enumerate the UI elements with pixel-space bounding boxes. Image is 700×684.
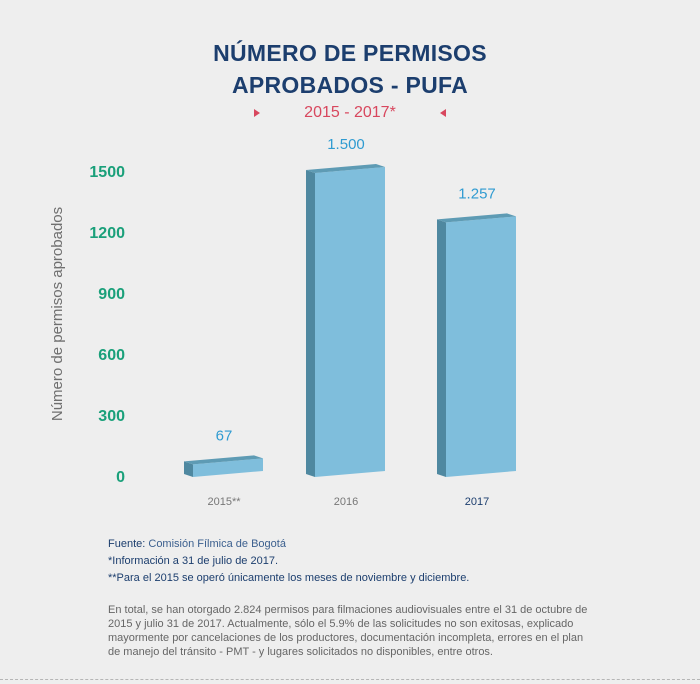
bar-chart: 0 300 600 900 1200 1500 Número de permisos apr… bbox=[49, 136, 516, 508]
y-tick-label: 1500 bbox=[89, 164, 125, 181]
y-axis-label: Número de permisos aprobados bbox=[49, 207, 66, 421]
bar-front bbox=[446, 216, 516, 477]
dashed-divider bbox=[0, 679, 700, 680]
x-tick-label: 2016 bbox=[334, 496, 358, 508]
subtitle-row: 2015 - 2017* bbox=[0, 104, 700, 122]
chart-title-line-1: NÚMERO DE PERMISOS bbox=[213, 40, 487, 66]
x-tick-label: 2015** bbox=[207, 496, 241, 508]
triangle-right-icon bbox=[254, 109, 261, 117]
bar-side bbox=[437, 219, 446, 477]
y-tick-label: 1200 bbox=[89, 225, 125, 242]
x-tick-label: 2017 bbox=[465, 496, 489, 508]
y-tick-label: 900 bbox=[98, 286, 125, 303]
bar-top bbox=[437, 213, 516, 223]
triangle-left-icon bbox=[439, 109, 446, 117]
bar-front bbox=[193, 458, 263, 477]
summary-paragraph: En total, se han otorgado 2.824 permisos… bbox=[108, 604, 588, 658]
source-label: Fuente: bbox=[108, 538, 146, 550]
chart-subtitle: 2015 - 2017* bbox=[304, 104, 396, 121]
bar-value-label: 67 bbox=[216, 427, 233, 444]
bar-value-label: 1.500 bbox=[327, 136, 365, 153]
bar-side bbox=[306, 170, 315, 477]
bar-top bbox=[306, 164, 385, 173]
y-tick-label: 0 bbox=[116, 469, 125, 486]
note-1: *Información a 31 de julio de 2017. bbox=[108, 555, 279, 567]
source-line: Fuente: Comisión Fílmica de Bogotá bbox=[108, 538, 286, 550]
bar-side bbox=[184, 461, 193, 477]
y-tick-label: 600 bbox=[98, 347, 125, 364]
y-tick-label: 300 bbox=[98, 408, 125, 425]
bar-value-label: 1.257 bbox=[458, 185, 496, 202]
source-value: Comisión Fílmica de Bogotá bbox=[148, 538, 286, 550]
note-2: **Para el 2015 se operó únicamente los m… bbox=[108, 572, 470, 584]
bar-front bbox=[315, 167, 385, 477]
bar-top bbox=[184, 455, 263, 465]
chart-title-line-2: APROBADOS - PUFA bbox=[231, 72, 469, 98]
